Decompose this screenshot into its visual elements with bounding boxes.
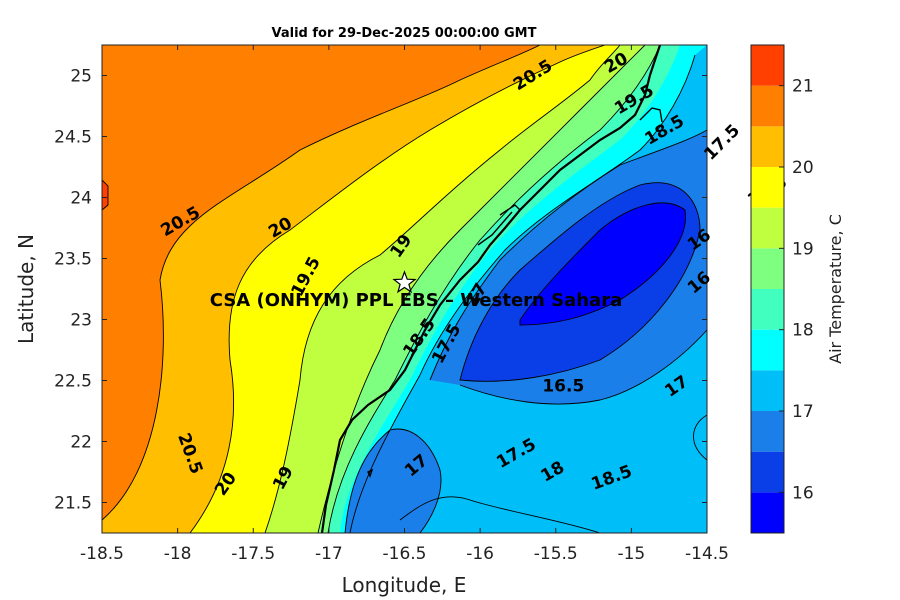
colorbar-band [751,207,784,249]
colorbar-tick-label: 17 [792,402,814,422]
band-21-plus [102,180,108,210]
colorbar-band [751,248,784,289]
colorbar-frame [750,44,785,534]
x-tick-label: -16 [466,544,494,564]
colorbar-tick-label: 21 [792,77,814,97]
colorbar-band [751,85,784,127]
contour-line [344,428,442,533]
x-tick-label: -17.5 [231,544,275,564]
colorbar-band [751,451,784,493]
colorbar-band [751,329,784,371]
y-tick-label: 25 [70,67,92,87]
y-tick-label: 21.5 [54,494,92,514]
contour-fill-area [102,45,707,533]
station-label: CSA (ONHYM) PPL EBS – Western Sahara [210,290,622,311]
colorbar-band [751,45,784,86]
x-axis-label: Longitude, E [342,573,467,597]
contour-line [189,45,606,533]
contour-line [317,45,646,533]
axis-ticks: -18.5 -18 -17.5 -17 -16.5 -16 -15.5 -15 -14.5 21.… [54,45,729,564]
colorbar-band [751,411,784,452]
y-tick-label: 23 [70,311,92,331]
y-tick-label: 24.5 [54,128,92,148]
y-axis-label: Latitude, N [14,234,38,344]
contour-line [102,45,541,521]
star-icon [392,270,417,294]
colorbar-band [751,126,784,167]
contour-line [429,129,707,381]
x-tick-label: -17 [315,544,343,564]
contour-line [349,54,696,533]
x-tick-label: -15.5 [534,544,578,564]
colorbar-label: Air Temperature, C [826,214,845,364]
contour-label: 16.5 [542,377,584,397]
contour-line [399,496,601,533]
colorbar-band [751,492,784,533]
y-tick-label: 23.5 [54,250,92,270]
colorbar-band [751,370,784,411]
x-tick-label: -15 [617,544,645,564]
colorbar-tick-label: 20 [792,158,814,178]
x-tick-label: -18.5 [80,544,124,564]
y-tick-label: 22.5 [54,372,92,392]
colorbar-band [751,289,784,330]
x-tick-label: -18 [164,544,192,564]
contour-line [264,45,621,533]
station-star-shape [392,270,417,294]
contour-line [519,202,686,326]
x-tick-label: -16.5 [383,544,427,564]
colorbar-tick-label: 16 [792,483,814,503]
contour-line [693,414,707,461]
colorbar: 16 17 18 19 20 21 [750,44,814,534]
contour-line [327,45,661,533]
x-tick-label: -14.5 [685,544,729,564]
band-16.5-17-south [345,429,441,533]
colorbar-tick-label: 18 [792,321,814,341]
contour-line [459,329,707,405]
map-title: Valid for 29-Dec-2025 00:00:00 GMT [272,26,537,41]
y-tick-label: 24 [70,189,92,209]
contour-line [459,182,701,382]
y-tick-label: 22 [70,433,92,453]
contour-line [102,179,109,211]
colorbar-band [751,167,784,208]
coastline [320,45,662,533]
contour-lines [102,45,707,533]
colorbar-tick-label: 19 [792,239,814,259]
band-below-16 [520,202,686,325]
coastline-detail [367,107,663,478]
